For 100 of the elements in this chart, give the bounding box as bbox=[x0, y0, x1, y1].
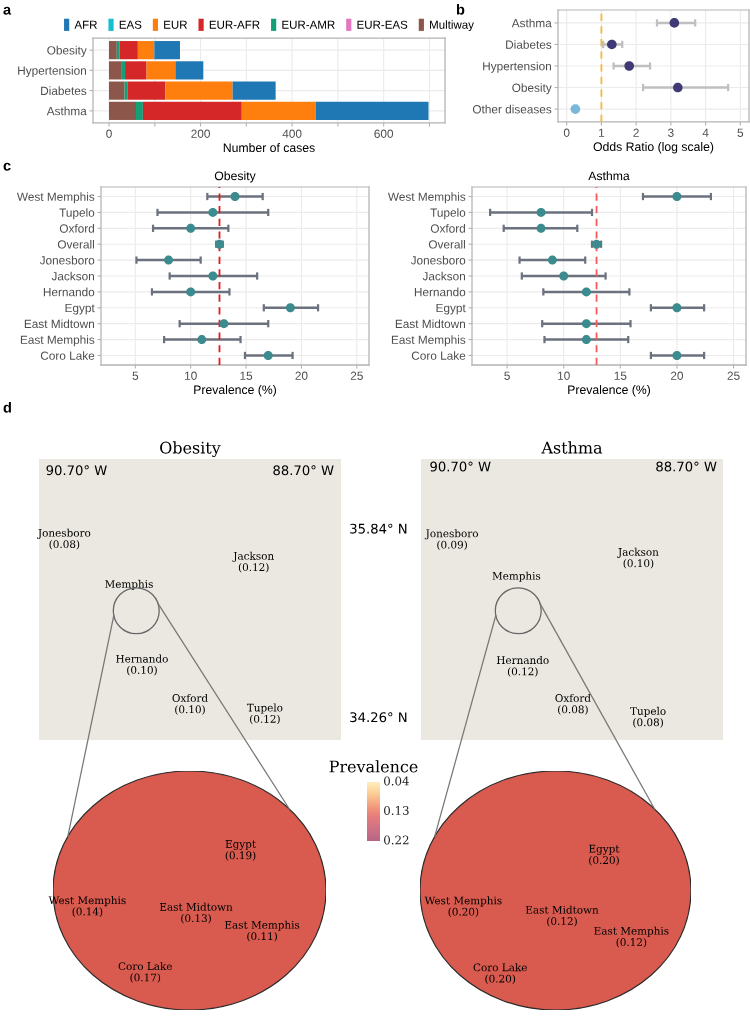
bar bbox=[121, 61, 126, 80]
point bbox=[186, 223, 196, 233]
x-tick-label: 4 bbox=[702, 128, 709, 137]
point bbox=[673, 82, 683, 93]
text: 0.22 bbox=[384, 835, 409, 845]
y-tick-label: Coro Lake bbox=[40, 351, 95, 360]
y-tick-label: Asthma bbox=[511, 18, 552, 28]
text: Coro Lake (0.20) bbox=[473, 963, 527, 985]
legend-label: AFR bbox=[74, 20, 97, 29]
bar bbox=[136, 101, 143, 120]
y-tick-label: Diabetes bbox=[506, 40, 552, 49]
y-tick-label: Other diseases bbox=[472, 104, 552, 114]
point bbox=[219, 319, 229, 329]
text: Memphis bbox=[105, 579, 153, 590]
x-tick-label: 400 bbox=[282, 129, 302, 138]
y-tick-label: Obesity bbox=[512, 83, 552, 95]
text: Prevalence bbox=[329, 760, 418, 773]
y-tick-label: East Midtown bbox=[24, 319, 94, 329]
x-axis-title: Odds Ratio (log scale) bbox=[593, 142, 714, 154]
bar bbox=[109, 101, 137, 120]
text: 34.26° N bbox=[350, 712, 407, 723]
legend-label: EUR-AFR bbox=[209, 20, 260, 29]
point bbox=[186, 287, 196, 297]
text: Oxford (0.08) bbox=[555, 693, 591, 715]
y-tick-label: Jonesboro bbox=[410, 255, 466, 265]
x-tick-label: 5 bbox=[504, 371, 510, 380]
text: c bbox=[3, 162, 11, 171]
text: Asthma bbox=[541, 441, 603, 454]
point bbox=[285, 303, 295, 313]
text: Oxford (0.10) bbox=[172, 693, 208, 715]
y-tick-label: Jonesboro bbox=[39, 255, 95, 265]
y-tick-label: Coro Lake bbox=[411, 351, 466, 360]
point bbox=[208, 271, 218, 281]
x-tick-label: 10 bbox=[185, 371, 197, 380]
point bbox=[672, 303, 682, 313]
y-tick-label: Hypertension bbox=[18, 66, 86, 78]
text: b bbox=[456, 4, 465, 15]
x-tick-label: 1 bbox=[599, 128, 605, 137]
y-tick-label: West Memphis bbox=[16, 192, 95, 204]
text: Memphis bbox=[492, 571, 541, 582]
text: Jonesboro (0.09) bbox=[424, 529, 479, 551]
x-tick-label: 0 bbox=[106, 129, 112, 138]
text: 90.70° W bbox=[46, 465, 107, 476]
y-tick-label: Overall bbox=[428, 239, 465, 249]
bar bbox=[127, 81, 166, 100]
text: 90.70° W bbox=[430, 461, 491, 472]
y-tick-label: Tupelo bbox=[430, 208, 466, 220]
point bbox=[164, 255, 174, 265]
legend-label: EAS bbox=[119, 20, 142, 29]
x-tick-label: 600 bbox=[374, 129, 394, 138]
chart-title: Obesity bbox=[214, 171, 256, 183]
y-tick-label: Jackson bbox=[51, 271, 94, 281]
point bbox=[263, 350, 273, 360]
text: East Memphis (0.12) bbox=[594, 926, 669, 948]
bar bbox=[232, 81, 276, 100]
chart-title: Asthma bbox=[588, 171, 630, 181]
y-tick-label: Diabetes bbox=[41, 86, 87, 96]
point bbox=[197, 335, 207, 345]
x-tick-label: 10 bbox=[558, 371, 570, 380]
text: a bbox=[3, 6, 12, 15]
x-axis-title: Prevalence (%) bbox=[194, 385, 277, 397]
text: Tupelo (0.08) bbox=[630, 706, 666, 728]
text: Egypt (0.20) bbox=[589, 844, 620, 866]
x-tick-label: 15 bbox=[614, 371, 627, 380]
y-tick-label: Jackson bbox=[422, 271, 465, 281]
x-tick-label: 0 bbox=[563, 128, 570, 137]
x-tick-label: 15 bbox=[240, 371, 253, 380]
text: 88.70° W bbox=[273, 465, 334, 476]
x-tick-label: 5 bbox=[132, 371, 139, 380]
text: Obesity bbox=[160, 441, 221, 457]
text: Jackson (0.12) bbox=[232, 551, 274, 573]
bar bbox=[146, 61, 176, 80]
point bbox=[570, 104, 581, 114]
y-tick-label: Egypt bbox=[65, 303, 95, 315]
text: d bbox=[3, 402, 11, 413]
x-tick-label: 20 bbox=[670, 371, 684, 380]
y-tick-label: Hernando bbox=[43, 287, 95, 297]
x-tick-label: 3 bbox=[668, 128, 674, 137]
text: East Midtown (0.12) bbox=[525, 905, 599, 927]
bar bbox=[315, 101, 429, 120]
y-tick-label: Obesity bbox=[47, 45, 87, 57]
bar bbox=[109, 81, 125, 100]
point bbox=[624, 61, 634, 71]
x-tick-label: 2 bbox=[633, 128, 639, 137]
text: Hernando (0.12) bbox=[496, 655, 549, 677]
y-tick-label: East Memphis bbox=[391, 335, 466, 347]
text: Tupelo (0.12) bbox=[246, 703, 283, 725]
x-tick-label: 25 bbox=[350, 371, 363, 380]
legend-label: EUR-EAS bbox=[357, 20, 408, 29]
point bbox=[607, 39, 617, 50]
y-tick-label: Hypertension bbox=[483, 61, 551, 73]
text: 88.70° W bbox=[656, 461, 717, 472]
x-tick-label: 200 bbox=[191, 129, 210, 138]
x-axis-title: Number of cases bbox=[223, 143, 315, 153]
bar bbox=[116, 41, 120, 60]
bar bbox=[142, 101, 242, 120]
bar bbox=[109, 61, 122, 80]
point bbox=[672, 192, 682, 202]
bar bbox=[109, 41, 117, 60]
point bbox=[536, 223, 546, 233]
